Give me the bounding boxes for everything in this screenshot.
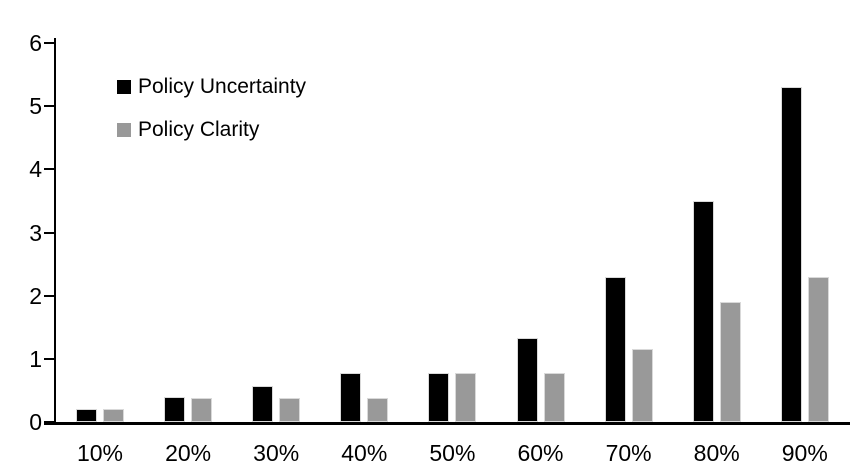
bar-policy-uncertainty-50% bbox=[428, 372, 450, 422]
x-tick-label-20%: 20% bbox=[165, 440, 212, 466]
bar-policy-uncertainty-90% bbox=[780, 87, 802, 422]
x-tick-label-80%: 80% bbox=[693, 440, 740, 466]
y-tick-label: 3 bbox=[29, 219, 42, 246]
y-tick-label: 2 bbox=[29, 282, 42, 309]
bar-policy-uncertainty-10% bbox=[76, 409, 97, 422]
bar-policy-clarity-50% bbox=[455, 373, 477, 422]
y-tick-mark-2 bbox=[44, 294, 55, 297]
x-axis-line bbox=[44, 422, 850, 425]
legend-item-policy-clarity: Policy Clarity bbox=[117, 108, 306, 151]
y-axis-line bbox=[54, 38, 56, 425]
x-tick-label-70%: 70% bbox=[605, 440, 652, 466]
bar-policy-clarity-20% bbox=[191, 397, 213, 422]
bar-policy-clarity-60% bbox=[543, 373, 565, 422]
y-tick-label: 5 bbox=[29, 93, 42, 120]
y-tick-label: 6 bbox=[29, 30, 42, 56]
y-tick-label: 0 bbox=[29, 409, 42, 435]
bar-policy-uncertainty-30% bbox=[252, 385, 274, 422]
y-tick-mark-6 bbox=[44, 42, 55, 44]
bar-policy-clarity-40% bbox=[367, 397, 389, 422]
legend-marker-policy-clarity bbox=[117, 122, 131, 137]
y-tick-mark-1 bbox=[44, 357, 55, 360]
y-tick-mark-3 bbox=[44, 231, 55, 234]
bar-policy-uncertainty-80% bbox=[692, 200, 714, 422]
legend: Policy Uncertainty Policy Clarity bbox=[117, 65, 306, 151]
x-tick-label-30%: 30% bbox=[253, 440, 300, 466]
y-tick-mark-5 bbox=[44, 105, 55, 108]
x-tick-label-60%: 60% bbox=[517, 440, 564, 466]
legend-label: Policy Clarity bbox=[138, 117, 260, 141]
x-tick-label-50%: 50% bbox=[429, 440, 476, 466]
y-tick-mark-0 bbox=[44, 421, 55, 423]
x-tick-label-10%: 10% bbox=[76, 440, 124, 466]
bar-policy-uncertainty-70% bbox=[604, 276, 626, 422]
x-tick-label-40%: 40% bbox=[341, 440, 388, 466]
bar-policy-uncertainty-20% bbox=[164, 396, 186, 422]
y-tick-label: 4 bbox=[29, 156, 42, 183]
bar-policy-clarity-70% bbox=[631, 349, 653, 422]
bar-policy-clarity-80% bbox=[719, 301, 741, 422]
x-tick-label-90%: 90% bbox=[781, 440, 828, 466]
legend-label: Policy Uncertainty bbox=[138, 74, 307, 98]
y-tick-mark-4 bbox=[44, 168, 55, 171]
bar-policy-uncertainty-60% bbox=[516, 337, 538, 422]
bar-policy-uncertainty-40% bbox=[340, 373, 362, 422]
bar-policy-clarity-90% bbox=[807, 276, 829, 422]
legend-marker-policy-uncertainty bbox=[117, 79, 131, 94]
bar-policy-clarity-10% bbox=[103, 409, 124, 422]
y-tick-label: 1 bbox=[29, 345, 42, 372]
bar-policy-clarity-30% bbox=[279, 397, 301, 422]
legend-item-policy-uncertainty: Policy Uncertainty bbox=[117, 65, 306, 108]
